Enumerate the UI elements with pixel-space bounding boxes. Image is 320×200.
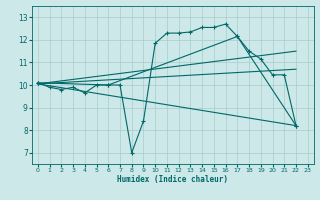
X-axis label: Humidex (Indice chaleur): Humidex (Indice chaleur) — [117, 175, 228, 184]
